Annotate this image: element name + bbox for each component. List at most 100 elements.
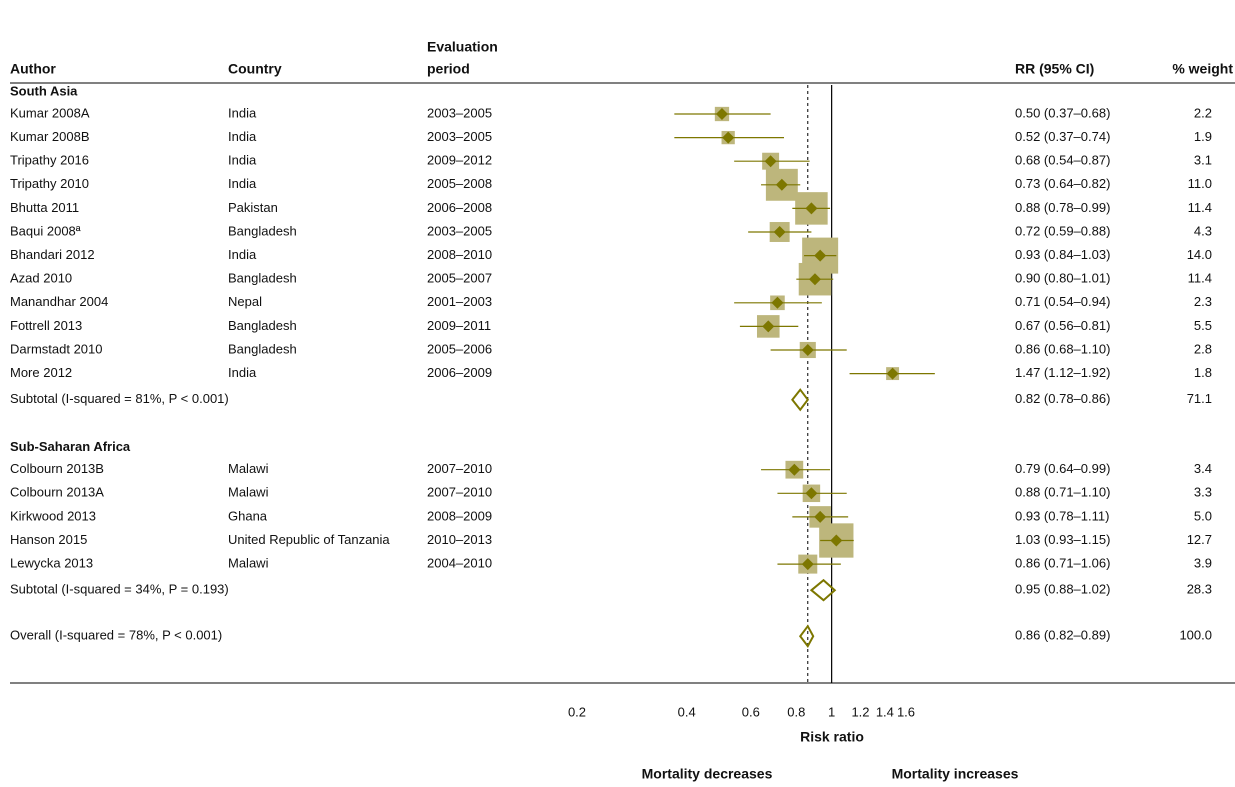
ci-label: 1.03 (0.93–1.15): [1015, 532, 1110, 547]
row-label: Bhutta 2011: [10, 200, 79, 215]
row-label: Azad 2010: [10, 271, 72, 286]
ci-label: 0.67 (0.56–0.81): [1015, 318, 1110, 333]
row-label: Tripathy 2016: [10, 153, 89, 168]
header-country: Country: [228, 61, 282, 77]
point-estimate: [808, 273, 821, 286]
x-tick-label: 0.2: [568, 704, 586, 719]
weight-label: 71.1: [1187, 391, 1212, 406]
weight-label: 3.9: [1194, 556, 1212, 571]
period: 2005–2007: [427, 271, 492, 286]
weight-label: 5.5: [1194, 318, 1212, 333]
ci-label: 0.68 (0.54–0.87): [1015, 153, 1110, 168]
row-label: Darmstadt 2010: [10, 341, 103, 356]
weight-label: 12.7: [1187, 532, 1212, 547]
x-tick-label: 0.8: [787, 704, 805, 719]
x-axis-label: Risk ratio: [800, 729, 864, 745]
row-label: Colbourn 2013A: [10, 485, 104, 500]
row-label: Bhandari 2012: [10, 247, 95, 262]
point-estimate: [805, 487, 818, 500]
country: India: [228, 365, 257, 380]
point-estimate: [762, 320, 775, 333]
row-label: Kumar 2008B: [10, 129, 90, 144]
point-estimate: [886, 367, 899, 380]
country: Malawi: [228, 485, 269, 500]
ci-label: 1.47 (1.12–1.92): [1015, 365, 1110, 380]
weight-label: 11.0: [1188, 176, 1212, 191]
point-estimate: [788, 463, 801, 476]
ci-label: 0.79 (0.64–0.99): [1015, 461, 1110, 476]
row-label: More 2012: [10, 365, 72, 380]
x-tick-label: 1.4: [876, 704, 894, 719]
period: 2003–2005: [427, 129, 492, 144]
header-period: Evaluation: [427, 39, 498, 55]
point-estimate: [715, 108, 728, 120]
row-label: Kumar 2008A: [10, 105, 90, 120]
period: 2008–2009: [427, 508, 492, 523]
row-label: Tripathy 2010: [10, 176, 89, 191]
country: Malawi: [228, 461, 269, 476]
point-estimate: [805, 202, 818, 215]
period: 2006–2009: [427, 365, 492, 380]
group-title: South Asia: [10, 83, 78, 98]
ci-label: 0.93 (0.78–1.11): [1015, 508, 1109, 523]
ci-label: 0.50 (0.37–0.68): [1015, 105, 1110, 120]
ci-label: 0.73 (0.64–0.82): [1015, 176, 1110, 191]
weight-label: 11.4: [1188, 200, 1212, 215]
country: India: [228, 247, 257, 262]
country: Malawi: [228, 556, 269, 571]
x-tick-label: 0.4: [678, 704, 696, 719]
weight-label: 5.0: [1194, 508, 1212, 523]
period: 2005–2008: [427, 176, 492, 191]
country: Nepal: [228, 294, 262, 309]
weight-label: 1.9: [1194, 129, 1212, 144]
ci-label: 0.72 (0.59–0.88): [1015, 223, 1110, 238]
left-note: Mortality decreases: [642, 766, 773, 782]
weight-label: 14.0: [1187, 247, 1212, 262]
weight-label: 100.0: [1179, 628, 1212, 643]
weight-label: 3.1: [1194, 153, 1212, 168]
country: Pakistan: [228, 200, 278, 215]
x-tick-label: 1.6: [897, 704, 915, 719]
period: 2010–2013: [427, 532, 492, 547]
point-estimate: [722, 131, 735, 144]
row-label: Lewycka 2013: [10, 556, 93, 571]
ci-label: 0.90 (0.80–1.01): [1015, 271, 1110, 286]
country: India: [228, 129, 257, 144]
period: 2003–2005: [427, 223, 492, 238]
period: 2007–2010: [427, 485, 492, 500]
period: 2008–2010: [427, 247, 492, 262]
country: Ghana: [228, 508, 268, 523]
ci-label: 0.71 (0.54–0.94): [1015, 294, 1110, 309]
ci-label: 0.52 (0.37–0.74): [1015, 129, 1110, 144]
row-label: Manandhar 2004: [10, 294, 108, 309]
ci-label: 0.95 (0.88–1.02): [1015, 582, 1110, 597]
ci-label: 0.86 (0.71–1.06): [1015, 556, 1110, 571]
period: 2004–2010: [427, 556, 492, 571]
point-estimate: [764, 155, 777, 168]
period: 2009–2012: [427, 153, 492, 168]
weight-label: 2.2: [1194, 105, 1212, 120]
weight-label: 1.8: [1194, 365, 1212, 380]
x-tick-label: 0.6: [742, 704, 760, 719]
ci-label: 0.82 (0.78–0.86): [1015, 391, 1110, 406]
country: India: [228, 105, 257, 120]
row-label: Colbourn 2013B: [10, 461, 104, 476]
point-estimate: [775, 178, 788, 191]
ci-label: 0.86 (0.82–0.89): [1015, 628, 1110, 643]
weight-label: 3.3: [1194, 485, 1212, 500]
point-estimate: [830, 534, 843, 547]
row-label: Overall (I-squared = 78%, P < 0.001): [10, 628, 222, 643]
row-label: Hanson 2015: [10, 532, 87, 547]
right-note: Mortality increases: [892, 766, 1019, 782]
point-estimate: [771, 296, 784, 309]
ci-label: 0.88 (0.71–1.10): [1015, 485, 1110, 500]
summary-diamond: [809, 578, 837, 602]
point-estimate: [814, 510, 827, 523]
period: 2006–2008: [427, 200, 492, 215]
country: India: [228, 176, 257, 191]
period: 2005–2006: [427, 341, 492, 356]
row-label: Subtotal (I-squared = 81%, P < 0.001): [10, 391, 229, 406]
summary-diamond: [798, 624, 815, 649]
ci-label: 0.86 (0.68–1.10): [1015, 341, 1110, 356]
